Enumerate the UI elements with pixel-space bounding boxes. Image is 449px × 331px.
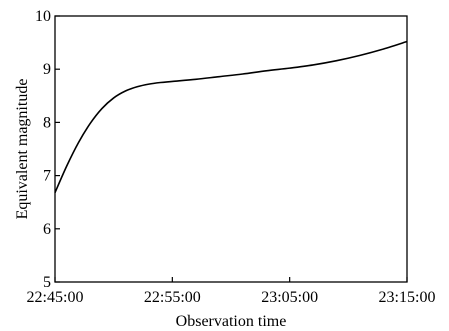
- x-tick-label: 23:15:00: [379, 289, 436, 306]
- y-axis-label: Equivalent magnitude: [14, 79, 31, 220]
- plot-area: [54, 15, 408, 283]
- y-tick-label: 9: [43, 61, 51, 78]
- x-axis: 22:45:00 22:55:00 23:05:00 23:15:00: [27, 277, 436, 306]
- y-tick-label: 7: [43, 168, 51, 185]
- y-tick-label: 8: [43, 114, 51, 131]
- x-axis-label: Observation time: [176, 313, 287, 330]
- x-tick-label: 22:55:00: [144, 289, 201, 306]
- y-tick-label: 6: [43, 221, 51, 238]
- x-tick-label: 23:05:00: [261, 289, 318, 306]
- series-line: [54, 40, 408, 193]
- y-tick-label: 5: [43, 274, 51, 291]
- plot-frame: [54, 15, 408, 283]
- y-axis: 5 6 7 8 9 10: [35, 8, 60, 291]
- x-tick-label: 22:45:00: [27, 289, 84, 306]
- y-tick-label: 10: [35, 8, 51, 25]
